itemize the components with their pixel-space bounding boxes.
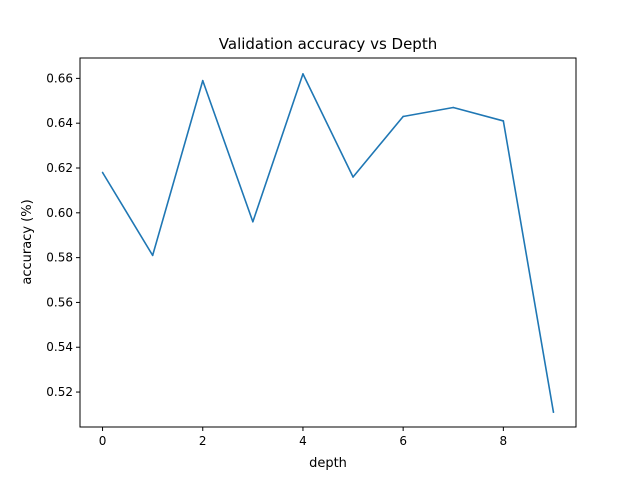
data-point [101, 171, 104, 174]
y-tick-label: 0.62 [46, 161, 73, 175]
data-point [552, 411, 555, 414]
chart-title: Validation accuracy vs Depth [219, 35, 437, 53]
x-axis-label: depth [309, 456, 347, 471]
x-tick-label: 6 [399, 434, 407, 448]
y-tick-label: 0.54 [46, 340, 73, 354]
data-point [502, 120, 505, 122]
y-tick-label: 0.58 [46, 251, 73, 265]
series-line-0 [101, 73, 555, 413]
y-tick-label: 0.64 [46, 116, 73, 130]
plot-frame [79, 57, 577, 428]
data-point [252, 220, 254, 223]
x-tick-label: 0 [99, 434, 107, 448]
x-axis: 0 2 4 6 8 [99, 427, 507, 448]
plot-area [101, 73, 555, 414]
data-point [302, 73, 304, 75]
x-tick-label: 2 [199, 434, 207, 448]
data-point [452, 106, 455, 109]
x-tick-label: 8 [500, 434, 508, 448]
data-point [201, 79, 204, 82]
data-point [402, 115, 404, 118]
y-axis: 0.52 0.54 0.56 0.58 0.60 0.62 0.64 0.66 [46, 71, 80, 399]
data-point [352, 176, 354, 178]
data-point [151, 254, 154, 257]
y-tick-label: 0.66 [46, 71, 73, 85]
y-tick-label: 0.56 [46, 295, 73, 309]
y-tick-label: 0.52 [46, 385, 73, 399]
x-tick-label: 4 [299, 434, 307, 448]
y-tick-label: 0.60 [46, 206, 73, 220]
y-axis-label: accuracy (%) [20, 199, 35, 284]
